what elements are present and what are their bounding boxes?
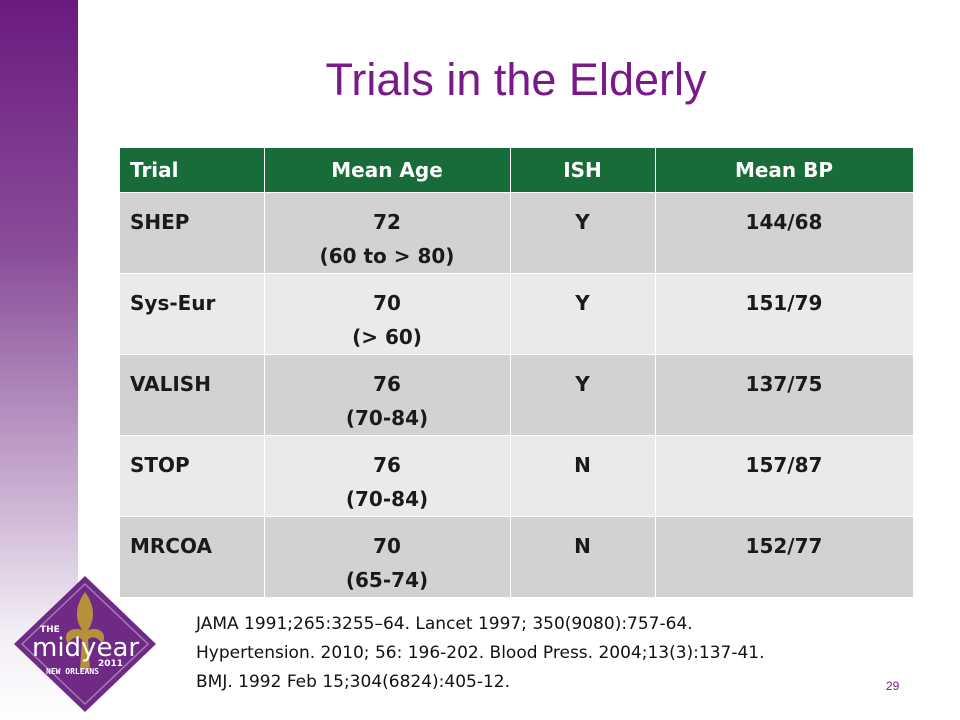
table-row: VALISH 76 (70-84) Y 137/75 [120,354,914,436]
cell-mean-bp: 151/79 [655,273,914,355]
age-range: (70-84) [345,406,429,430]
references: JAMA 1991;265:3255–64. Lancet 1997; 350(… [196,610,876,697]
age-value: 70 [373,534,401,558]
logo-line2: midyear [32,633,139,663]
logo-line1: THE [40,625,60,635]
cell-trial: VALISH [120,354,265,436]
cell-ish: N [510,516,656,597]
cell-mean-bp: 137/75 [655,354,914,436]
logo-line3: NEW ORLEANS [46,667,99,676]
cell-ish: N [510,435,656,517]
trials-table: Trial Mean Age ISH Mean BP SHEP 72 (60 to… [120,148,914,597]
cell-ish: Y [510,273,656,355]
midyear-logo: THE midyear 2011 NEW ORLEANS [14,576,156,712]
cell-mean-age: 70 (> 60) [264,273,511,355]
cell-trial: SHEP [120,192,265,274]
reference-line: BMJ. 1992 Feb 15;304(6824):405-12. [196,672,511,692]
age-range: (65-74) [345,568,429,592]
cell-trial: Sys-Eur [120,273,265,355]
age-range: (> 60) [352,325,422,349]
age-value: 70 [373,291,401,315]
logo-year: 2011 [98,659,123,669]
cell-mean-bp: 152/77 [655,516,914,597]
table-header-row: Trial Mean Age ISH Mean BP [120,148,914,193]
cell-mean-age: 76 (70-84) [264,354,511,436]
table-row: STOP 76 (70-84) N 157/87 [120,435,914,517]
logo-diamond-border [20,582,150,706]
age-value: 76 [373,372,401,396]
header-ish: ISH [510,148,656,193]
cell-mean-bp: 157/87 [655,435,914,517]
table-row: Sys-Eur 70 (> 60) Y 151/79 [120,273,914,355]
reference-line: JAMA 1991;265:3255–64. Lancet 1997; 350(… [196,614,693,634]
age-range: (60 to > 80) [319,244,455,268]
cell-trial: MRCOA [120,516,265,597]
table-row: SHEP 72 (60 to > 80) Y 144/68 [120,192,914,274]
header-mean-age: Mean Age [264,148,511,193]
header-trial: Trial [120,148,265,193]
slide-title: Trials in the Elderly [325,54,707,105]
cell-mean-age: 72 (60 to > 80) [264,192,511,274]
fleur-de-lis-icon [65,592,105,670]
cell-mean-age: 76 (70-84) [264,435,511,517]
cell-mean-bp: 144/68 [655,192,914,274]
header-mean-bp: Mean BP [655,148,914,193]
reference-line: Hypertension. 2010; 56: 196-202. Blood P… [196,643,765,663]
age-value: 72 [373,210,401,234]
cell-mean-age: 70 (65-74) [264,516,511,597]
age-range: (70-84) [345,487,429,511]
cell-trial: STOP [120,435,265,517]
cell-ish: Y [510,192,656,274]
age-value: 76 [373,453,401,477]
table-row: MRCOA 70 (65-74) N 152/77 [120,516,914,597]
page-number: 29 [886,679,900,693]
cell-ish: Y [510,354,656,436]
